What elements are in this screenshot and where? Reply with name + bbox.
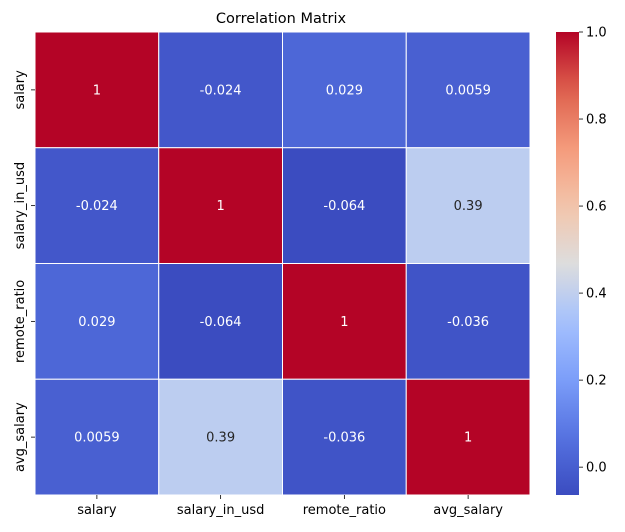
cell-value-label: 0.029 bbox=[326, 83, 363, 98]
chart-title: Correlation Matrix bbox=[216, 11, 347, 27]
colorbar-tick-label: 1.0 bbox=[586, 26, 607, 41]
colorbar: 0.0 0.2 0.4 0.6 0.8 1.0 bbox=[556, 26, 607, 495]
heatmap-cell bbox=[34, 147, 160, 264]
heatmap-cell bbox=[158, 263, 283, 380]
cell-value-label: -0.024 bbox=[76, 199, 118, 214]
heatmap-cell bbox=[405, 147, 531, 264]
colorbar-tick-label: 0.2 bbox=[586, 374, 607, 389]
cell-value-label: 1 bbox=[340, 315, 348, 330]
cell-value-label: -0.064 bbox=[200, 315, 242, 330]
cell-value-label: 1 bbox=[216, 199, 224, 214]
x-axis: salary salary_in_usd remote_ratio avg_salar… bbox=[77, 495, 503, 518]
heatmap-cell bbox=[34, 378, 160, 496]
y-tick-label: remote_ratio bbox=[13, 280, 28, 363]
x-tick-label: remote_ratio bbox=[303, 503, 386, 518]
heatmap-cell bbox=[34, 31, 160, 149]
y-tick-label: salary_in_usd bbox=[13, 162, 28, 249]
cell-value-label: 0.39 bbox=[454, 199, 483, 214]
x-tick-label: salary_in_usd bbox=[177, 503, 264, 518]
heatmap-cell bbox=[405, 378, 531, 496]
colorbar-tick-label: 0.4 bbox=[586, 287, 607, 302]
heatmap-cell-labels: 1 -0.024 0.029 0.0059 -0.024 1 -0.064 0.39 0.029… bbox=[74, 83, 491, 445]
heatmap-cell bbox=[158, 31, 283, 149]
heatmap-cell bbox=[282, 31, 407, 149]
colorbar-tick-label: 0.0 bbox=[586, 461, 607, 476]
cell-value-label: 1 bbox=[464, 431, 472, 446]
y-axis: salary salary_in_usd remote_ratio avg_salar… bbox=[13, 70, 35, 472]
heatmap-cells bbox=[34, 31, 531, 496]
colorbar-gradient bbox=[556, 32, 579, 495]
y-tick-label: avg_salary bbox=[13, 402, 28, 472]
heatmap-cell bbox=[158, 378, 283, 496]
heatmap-cell bbox=[405, 263, 531, 380]
cell-value-label: 0.0059 bbox=[445, 83, 491, 98]
cell-value-label: 0.0059 bbox=[74, 431, 120, 446]
cell-value-label: 1 bbox=[93, 83, 101, 98]
cell-value-label: -0.024 bbox=[200, 83, 242, 98]
cell-value-label: -0.036 bbox=[447, 315, 489, 330]
heatmap-cell bbox=[282, 378, 407, 496]
cell-value-label: -0.064 bbox=[323, 199, 365, 214]
y-tick-label: salary bbox=[13, 70, 28, 110]
colorbar-tick-label: 0.8 bbox=[586, 113, 607, 128]
colorbar-tick-label: 0.6 bbox=[586, 200, 607, 215]
x-tick-label: avg_salary bbox=[433, 503, 503, 518]
x-tick-label: salary bbox=[77, 503, 117, 518]
cell-value-label: -0.036 bbox=[323, 431, 365, 446]
heatmap-cell bbox=[405, 31, 531, 149]
cell-value-label: 0.39 bbox=[206, 431, 235, 446]
heatmap-cell bbox=[158, 147, 283, 264]
cell-value-label: 0.029 bbox=[78, 315, 115, 330]
